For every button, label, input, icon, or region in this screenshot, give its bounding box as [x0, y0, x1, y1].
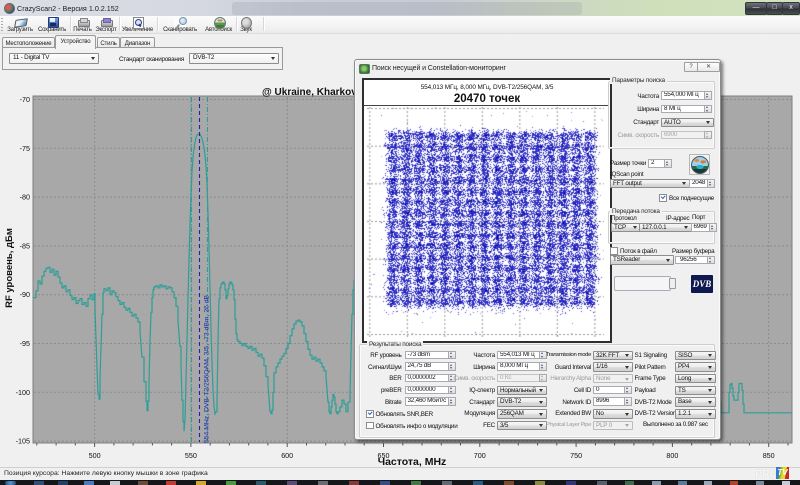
svg-text:-75: -75 — [20, 144, 30, 153]
svg-text:-80: -80 — [20, 193, 30, 202]
svg-text:850: 850 — [763, 451, 775, 460]
svg-text:RF уровень, дБм: RF уровень, дБм — [4, 228, 15, 308]
svg-text:Частота, MHz: Частота, MHz — [378, 456, 447, 467]
svg-text:650: 650 — [378, 451, 390, 460]
svg-text:800: 800 — [666, 451, 678, 460]
svg-text:-70: -70 — [20, 95, 30, 104]
svg-text:@ Ukraine, Kharkov, DVB-T2: @ Ukraine, Kharkov, DVB-T2 — [262, 87, 398, 98]
svg-text:-95: -95 — [20, 339, 30, 348]
svg-text:700: 700 — [474, 451, 486, 460]
svg-text:-105: -105 — [16, 437, 30, 446]
svg-text:600: 600 — [281, 451, 293, 460]
svg-text:-100: -100 — [16, 388, 30, 397]
svg-text:750: 750 — [570, 451, 582, 460]
svg-text:550: 550 — [185, 451, 197, 460]
svg-text:500: 500 — [89, 451, 101, 460]
svg-text:554 MHz, DVB-T2/256QAM, 3/5, -: 554 MHz, DVB-T2/256QAM, 3/5, -73 dBm, 26… — [204, 294, 211, 443]
svg-text:-85: -85 — [20, 241, 30, 250]
svg-text:-90: -90 — [20, 290, 30, 299]
